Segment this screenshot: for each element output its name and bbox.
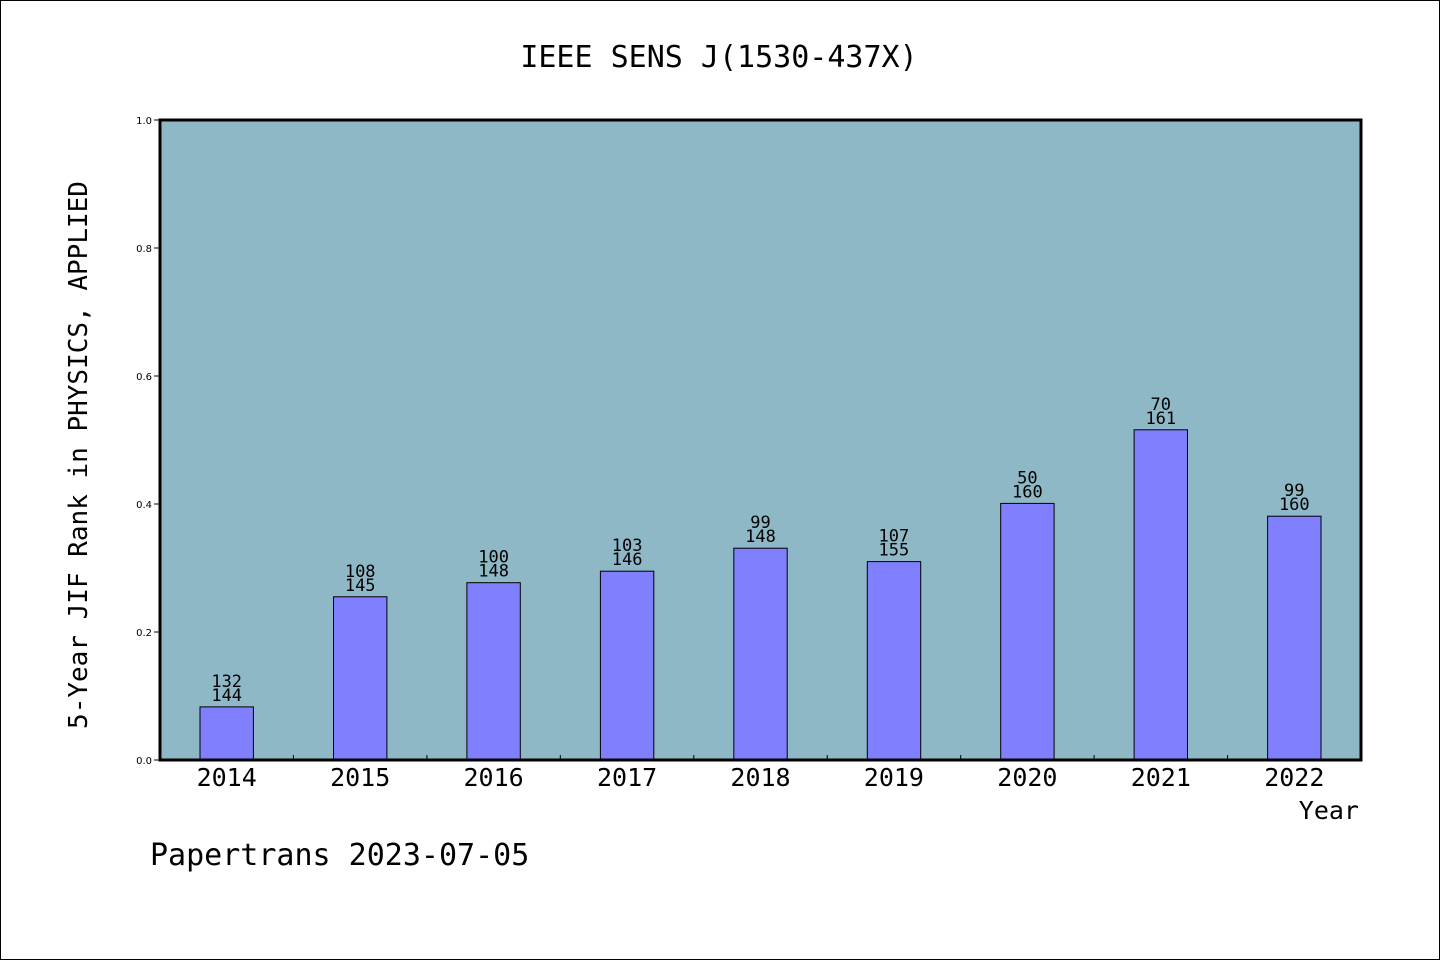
x-tick-label-2018: 2018	[730, 763, 790, 792]
bar-total-label-2020: 160	[1012, 482, 1043, 502]
x-tick-label-2022: 2022	[1264, 763, 1324, 792]
x-tick-label-2021: 2021	[1131, 763, 1191, 792]
x-tick-label-2016: 2016	[463, 763, 523, 792]
bar-rank-label-2022: 99	[1284, 481, 1304, 501]
x-tick-label-2019: 2019	[864, 763, 924, 792]
bar-rank-label-2019: 107	[879, 527, 910, 547]
y-tick-label-0.2: 0.2	[136, 628, 152, 639]
x-axis-label: Year	[1299, 796, 1359, 825]
x-tick-label-2015: 2015	[330, 763, 390, 792]
bar-total-label-2022: 160	[1279, 495, 1310, 515]
x-tick-label-2017: 2017	[597, 763, 657, 792]
bar-2015	[333, 596, 388, 761]
bar-total-label-2015: 145	[345, 576, 376, 596]
bar-2022	[1267, 515, 1322, 761]
bar-rank-label-2017: 103	[612, 536, 643, 556]
y-tick-label-0.4: 0.4	[136, 500, 152, 511]
bar-2016	[466, 582, 521, 761]
y-tick-label-1.0: 1.0	[136, 116, 152, 127]
bar-total-label-2014: 144	[211, 686, 242, 706]
bars-layer	[199, 429, 1322, 761]
bar-rank-label-2014: 132	[211, 672, 242, 692]
bar-2014	[199, 706, 254, 761]
bar-2021	[1133, 429, 1188, 761]
bar-total-label-2016: 148	[478, 562, 509, 582]
bar-total-label-2019: 155	[879, 541, 910, 561]
bar-2020	[1000, 502, 1055, 761]
x-axis-ticks: 2014 2015 2016 2017 2018 2019 2020 2021 2022	[197, 755, 1324, 792]
plot-border	[158, 118, 1363, 762]
x-tick-label-2014: 2014	[197, 763, 257, 792]
bar-2019	[866, 561, 922, 761]
chart-title: IEEE SENS J(1530-437X)	[520, 40, 917, 75]
y-axis-ticks: 0.0 0.2 0.4 0.6 0.8 1.0	[136, 116, 160, 767]
y-tick-label-0.6: 0.6	[136, 372, 152, 383]
bar-rank-label-2016: 100	[478, 548, 509, 568]
bar-rank-label-2020: 50	[1017, 468, 1037, 488]
x-tick-label-2020: 2020	[997, 763, 1057, 792]
y-tick-label-0.0: 0.0	[136, 756, 152, 767]
bar-2017	[599, 570, 655, 761]
bar-rank-label-2021: 70	[1151, 395, 1171, 415]
footer-text: Papertrans 2023-07-05	[150, 838, 529, 873]
bar-2018	[733, 547, 788, 761]
bar-total-label-2017: 146	[612, 550, 643, 570]
y-axis-label: 5-Year JIF Rank in PHYSICS, APPLIED	[64, 181, 94, 729]
bar-rank-label-2015: 108	[345, 562, 376, 582]
bar-total-label-2021: 161	[1145, 409, 1176, 429]
bar-total-label-2018: 148	[745, 527, 776, 547]
y-tick-label-0.8: 0.8	[136, 244, 152, 255]
bar-rank-label-2018: 99	[750, 513, 770, 533]
